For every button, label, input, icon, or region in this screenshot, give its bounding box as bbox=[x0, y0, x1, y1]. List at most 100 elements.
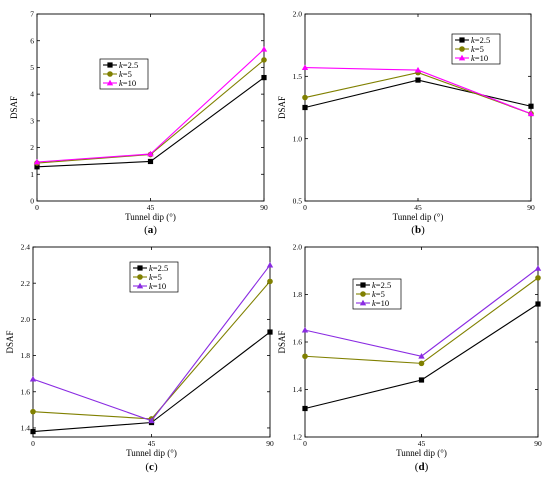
y-tick-label: 1.6 bbox=[21, 387, 31, 396]
y-tick-label: 2.0 bbox=[293, 10, 303, 19]
y-tick-label: 3 bbox=[30, 116, 34, 125]
plot-frame bbox=[36, 13, 265, 202]
data-point-k=2.5-90 bbox=[267, 329, 273, 335]
chart-panel-4: 1.2 1.4 1.6 1.8 2.0 0 45 90 Tunnel dip (°) DSAF k=… bbox=[277, 243, 542, 473]
series-line-k=2.5 bbox=[304, 79, 532, 109]
data-point-k=2.5-0 bbox=[302, 104, 308, 111]
legend-label: k=5 bbox=[471, 44, 484, 54]
y-tick-label: 2.2 bbox=[21, 279, 31, 288]
data-point-k=10-45 bbox=[414, 66, 422, 73]
data-point-k=5-90 bbox=[267, 278, 273, 285]
data-point-k=2.5-90 bbox=[535, 301, 541, 307]
legend-marker bbox=[107, 71, 113, 77]
x-tick-label: 45 bbox=[418, 439, 426, 448]
x-tick-label: 45 bbox=[148, 439, 156, 448]
y-tick-label: 1.2 bbox=[293, 433, 303, 442]
y-tick-label: 1.5 bbox=[293, 72, 303, 81]
chart-panel-3: 1.4 1.6 1.8 2.0 2.2 2.4 0 45 90 Tunnel dip (°) DSA… bbox=[5, 243, 274, 473]
data-point-k=2.5-45 bbox=[418, 377, 425, 383]
y-tick-label: 0 bbox=[30, 197, 34, 206]
x-tick-label: 0 bbox=[303, 439, 307, 448]
y-axis-label: DSAF bbox=[9, 96, 19, 119]
data-point-k=5-0 bbox=[30, 408, 36, 415]
x-tick-label: 45 bbox=[147, 203, 155, 212]
data-point-k=10-90 bbox=[260, 46, 268, 52]
y-tick-label: 2.0 bbox=[21, 315, 31, 324]
x-axis-label: Tunnel dip (°) bbox=[393, 212, 444, 222]
data-point-k=2.5-45 bbox=[147, 158, 154, 165]
y-tick-label: 5 bbox=[30, 63, 34, 72]
legend: k=2.5k=5k=10 bbox=[129, 261, 179, 293]
y-tick-label: 1.8 bbox=[21, 351, 31, 360]
data-point-k=10-45 bbox=[147, 150, 154, 157]
legend-label: k=2.5 bbox=[119, 60, 138, 70]
x-axis-label: Tunnel dip (°) bbox=[396, 448, 447, 458]
data-point-k=5-90 bbox=[535, 275, 541, 281]
data-point-k=2.5-0 bbox=[34, 164, 40, 170]
legend-label: k=10 bbox=[119, 78, 136, 88]
data-point-k=10-90 bbox=[527, 110, 535, 117]
legend-label: k=2.5 bbox=[471, 35, 490, 45]
legend: k=2.5k=5k=10 bbox=[99, 58, 149, 90]
data-point-k=2.5-45 bbox=[415, 77, 421, 83]
data-point-k=10-45 bbox=[418, 353, 425, 359]
data-point-k=5-45 bbox=[418, 360, 425, 367]
data-point-k=10-90 bbox=[534, 265, 542, 271]
panel-label: (c) bbox=[145, 461, 158, 473]
y-tick-label: 2.0 bbox=[293, 243, 303, 252]
y-tick-label: 4 bbox=[30, 90, 34, 99]
y-tick-label: 1.0 bbox=[293, 134, 303, 143]
legend-marker bbox=[359, 299, 367, 306]
data-point-k=2.5-0 bbox=[30, 428, 36, 435]
legend-marker bbox=[458, 54, 466, 61]
legend-marker bbox=[107, 62, 113, 68]
data-point-k=10-0 bbox=[301, 64, 309, 71]
x-axis-label: Tunnel dip (°) bbox=[126, 448, 177, 458]
legend-label: k=2.5 bbox=[372, 280, 391, 290]
y-tick-label: 7 bbox=[30, 10, 34, 19]
y-tick-label: 2 bbox=[30, 143, 34, 152]
y-tick-label: 1.4 bbox=[21, 424, 31, 433]
x-tick-label: 90 bbox=[534, 439, 542, 448]
y-axis-label: DSAF bbox=[277, 96, 287, 119]
legend-label: k=10 bbox=[149, 281, 166, 291]
legend: k=2.5k=5k=10 bbox=[352, 278, 402, 310]
chart-panel-2: 0.5 1.0 1.5 2.0 0 45 90 Tunnel dip (°) DSAF k=2.5… bbox=[277, 10, 535, 236]
y-tick-label: 1.8 bbox=[293, 290, 303, 299]
x-tick-label: 90 bbox=[260, 203, 268, 212]
series-line-k=5 bbox=[32, 281, 271, 420]
y-tick-label: 1 bbox=[30, 170, 34, 179]
x-tick-label: 90 bbox=[266, 439, 274, 448]
legend-marker bbox=[360, 291, 366, 297]
legend-marker bbox=[137, 265, 143, 271]
panel-label: (a) bbox=[144, 224, 157, 236]
y-tick-label: 6 bbox=[30, 36, 34, 45]
data-point-k=2.5-90 bbox=[528, 103, 534, 109]
legend-marker bbox=[459, 37, 465, 43]
panel-label: (d) bbox=[415, 461, 429, 473]
data-point-k=10-45 bbox=[148, 417, 155, 424]
series-line-k=10 bbox=[304, 267, 539, 357]
data-point-k=5-0 bbox=[302, 94, 308, 101]
x-tick-label: 90 bbox=[527, 203, 535, 212]
x-tick-label: 0 bbox=[31, 439, 35, 448]
y-tick-label: 2.4 bbox=[21, 243, 31, 252]
data-point-k=5-0 bbox=[302, 353, 308, 360]
legend: k=2.5k=5k=10 bbox=[451, 33, 501, 65]
data-point-k=10-90 bbox=[266, 261, 274, 268]
legend-marker bbox=[136, 282, 144, 289]
series-line-k=10 bbox=[36, 48, 265, 163]
series-line-k=5 bbox=[304, 277, 539, 364]
data-point-k=10-0 bbox=[33, 158, 41, 165]
y-axis-label: DSAF bbox=[277, 330, 287, 353]
legend-label: k=5 bbox=[372, 289, 385, 299]
legend-marker bbox=[459, 46, 465, 52]
data-point-k=2.5-90 bbox=[261, 74, 267, 81]
y-axis-label: DSAF bbox=[5, 330, 15, 353]
legend-marker bbox=[106, 79, 114, 86]
legend-label: k=10 bbox=[471, 53, 488, 63]
series-line-k=5 bbox=[36, 59, 265, 164]
